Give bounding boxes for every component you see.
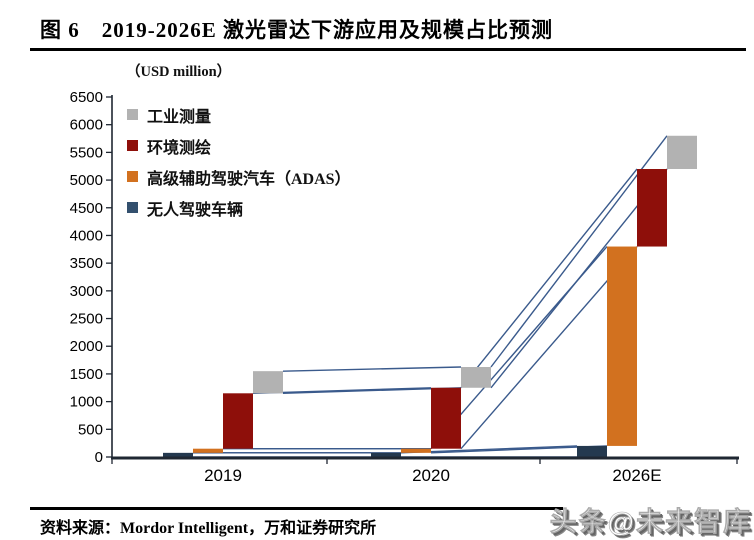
y-tick-label: 2000 bbox=[70, 338, 103, 355]
bar-segment bbox=[667, 135, 697, 169]
legend-label: 无人驾驶车辆 bbox=[147, 201, 244, 219]
connector-line-top bbox=[460, 168, 638, 389]
bar-segment bbox=[461, 367, 491, 388]
chart-legend: 工业测量环境测绘高级辅助驾驶汽车（ADAS） 无人驾驶车辆 bbox=[127, 99, 351, 223]
bar-segment bbox=[637, 169, 667, 247]
legend-item: 无人驾驶车辆 bbox=[127, 192, 351, 223]
footer-divider bbox=[30, 507, 563, 510]
figure-title: 图 6 2019-2026E 激光雷达下游应用及规模占比预测 bbox=[40, 18, 553, 42]
bar-segment bbox=[431, 387, 461, 449]
y-tick-label: 2500 bbox=[70, 311, 103, 328]
bar-segment bbox=[193, 448, 223, 453]
y-tick-label: 1500 bbox=[70, 366, 103, 383]
y-tick-label: 0 bbox=[95, 449, 103, 466]
axis-unit-label: （USD million） bbox=[126, 64, 232, 80]
title-divider bbox=[30, 48, 746, 51]
legend-swatch bbox=[127, 140, 138, 151]
bar-segment bbox=[253, 371, 283, 394]
legend-swatch bbox=[127, 202, 138, 213]
legend-label: 工业测量 bbox=[147, 108, 212, 126]
legend-label: 高级辅助驾驶汽车（ADAS） bbox=[147, 170, 351, 188]
y-tick-label: 4000 bbox=[70, 227, 103, 244]
watermark: 头条@未来智库 bbox=[549, 507, 752, 538]
y-tick-label: 3000 bbox=[70, 283, 103, 300]
legend-swatch bbox=[127, 109, 138, 120]
bar-segment bbox=[401, 448, 431, 453]
legend-item: 工业测量 bbox=[127, 99, 351, 130]
x-tick-label: 2020 bbox=[412, 466, 450, 485]
legend-item: 环境测绘 bbox=[127, 130, 351, 161]
y-tick-label: 1000 bbox=[70, 394, 103, 411]
legend-label: 环境测绘 bbox=[147, 139, 212, 157]
x-tick-label: 2019 bbox=[204, 466, 242, 485]
y-tick-label: 6000 bbox=[70, 117, 103, 134]
y-tick-label: 4500 bbox=[70, 200, 103, 217]
source-note: 资料来源：Mordor Intelligent，万和证券研究所 bbox=[40, 520, 377, 537]
bar-segment bbox=[223, 393, 253, 449]
legend-swatch bbox=[127, 171, 138, 182]
bar-segment bbox=[607, 246, 637, 446]
x-tick-label: 2026E bbox=[612, 466, 661, 485]
connector-line-top bbox=[282, 366, 462, 372]
y-tick-label: 500 bbox=[78, 421, 103, 438]
legend-item: 高级辅助驾驶汽车（ADAS） bbox=[127, 161, 351, 192]
y-tick-label: 3500 bbox=[70, 255, 103, 272]
y-tick-label: 6500 bbox=[70, 89, 103, 106]
y-tick-label: 5000 bbox=[70, 172, 103, 189]
bar-segment bbox=[577, 445, 607, 457]
bar-segment bbox=[163, 452, 193, 457]
bar-segment bbox=[371, 452, 401, 457]
y-tick-label: 5500 bbox=[70, 144, 103, 161]
